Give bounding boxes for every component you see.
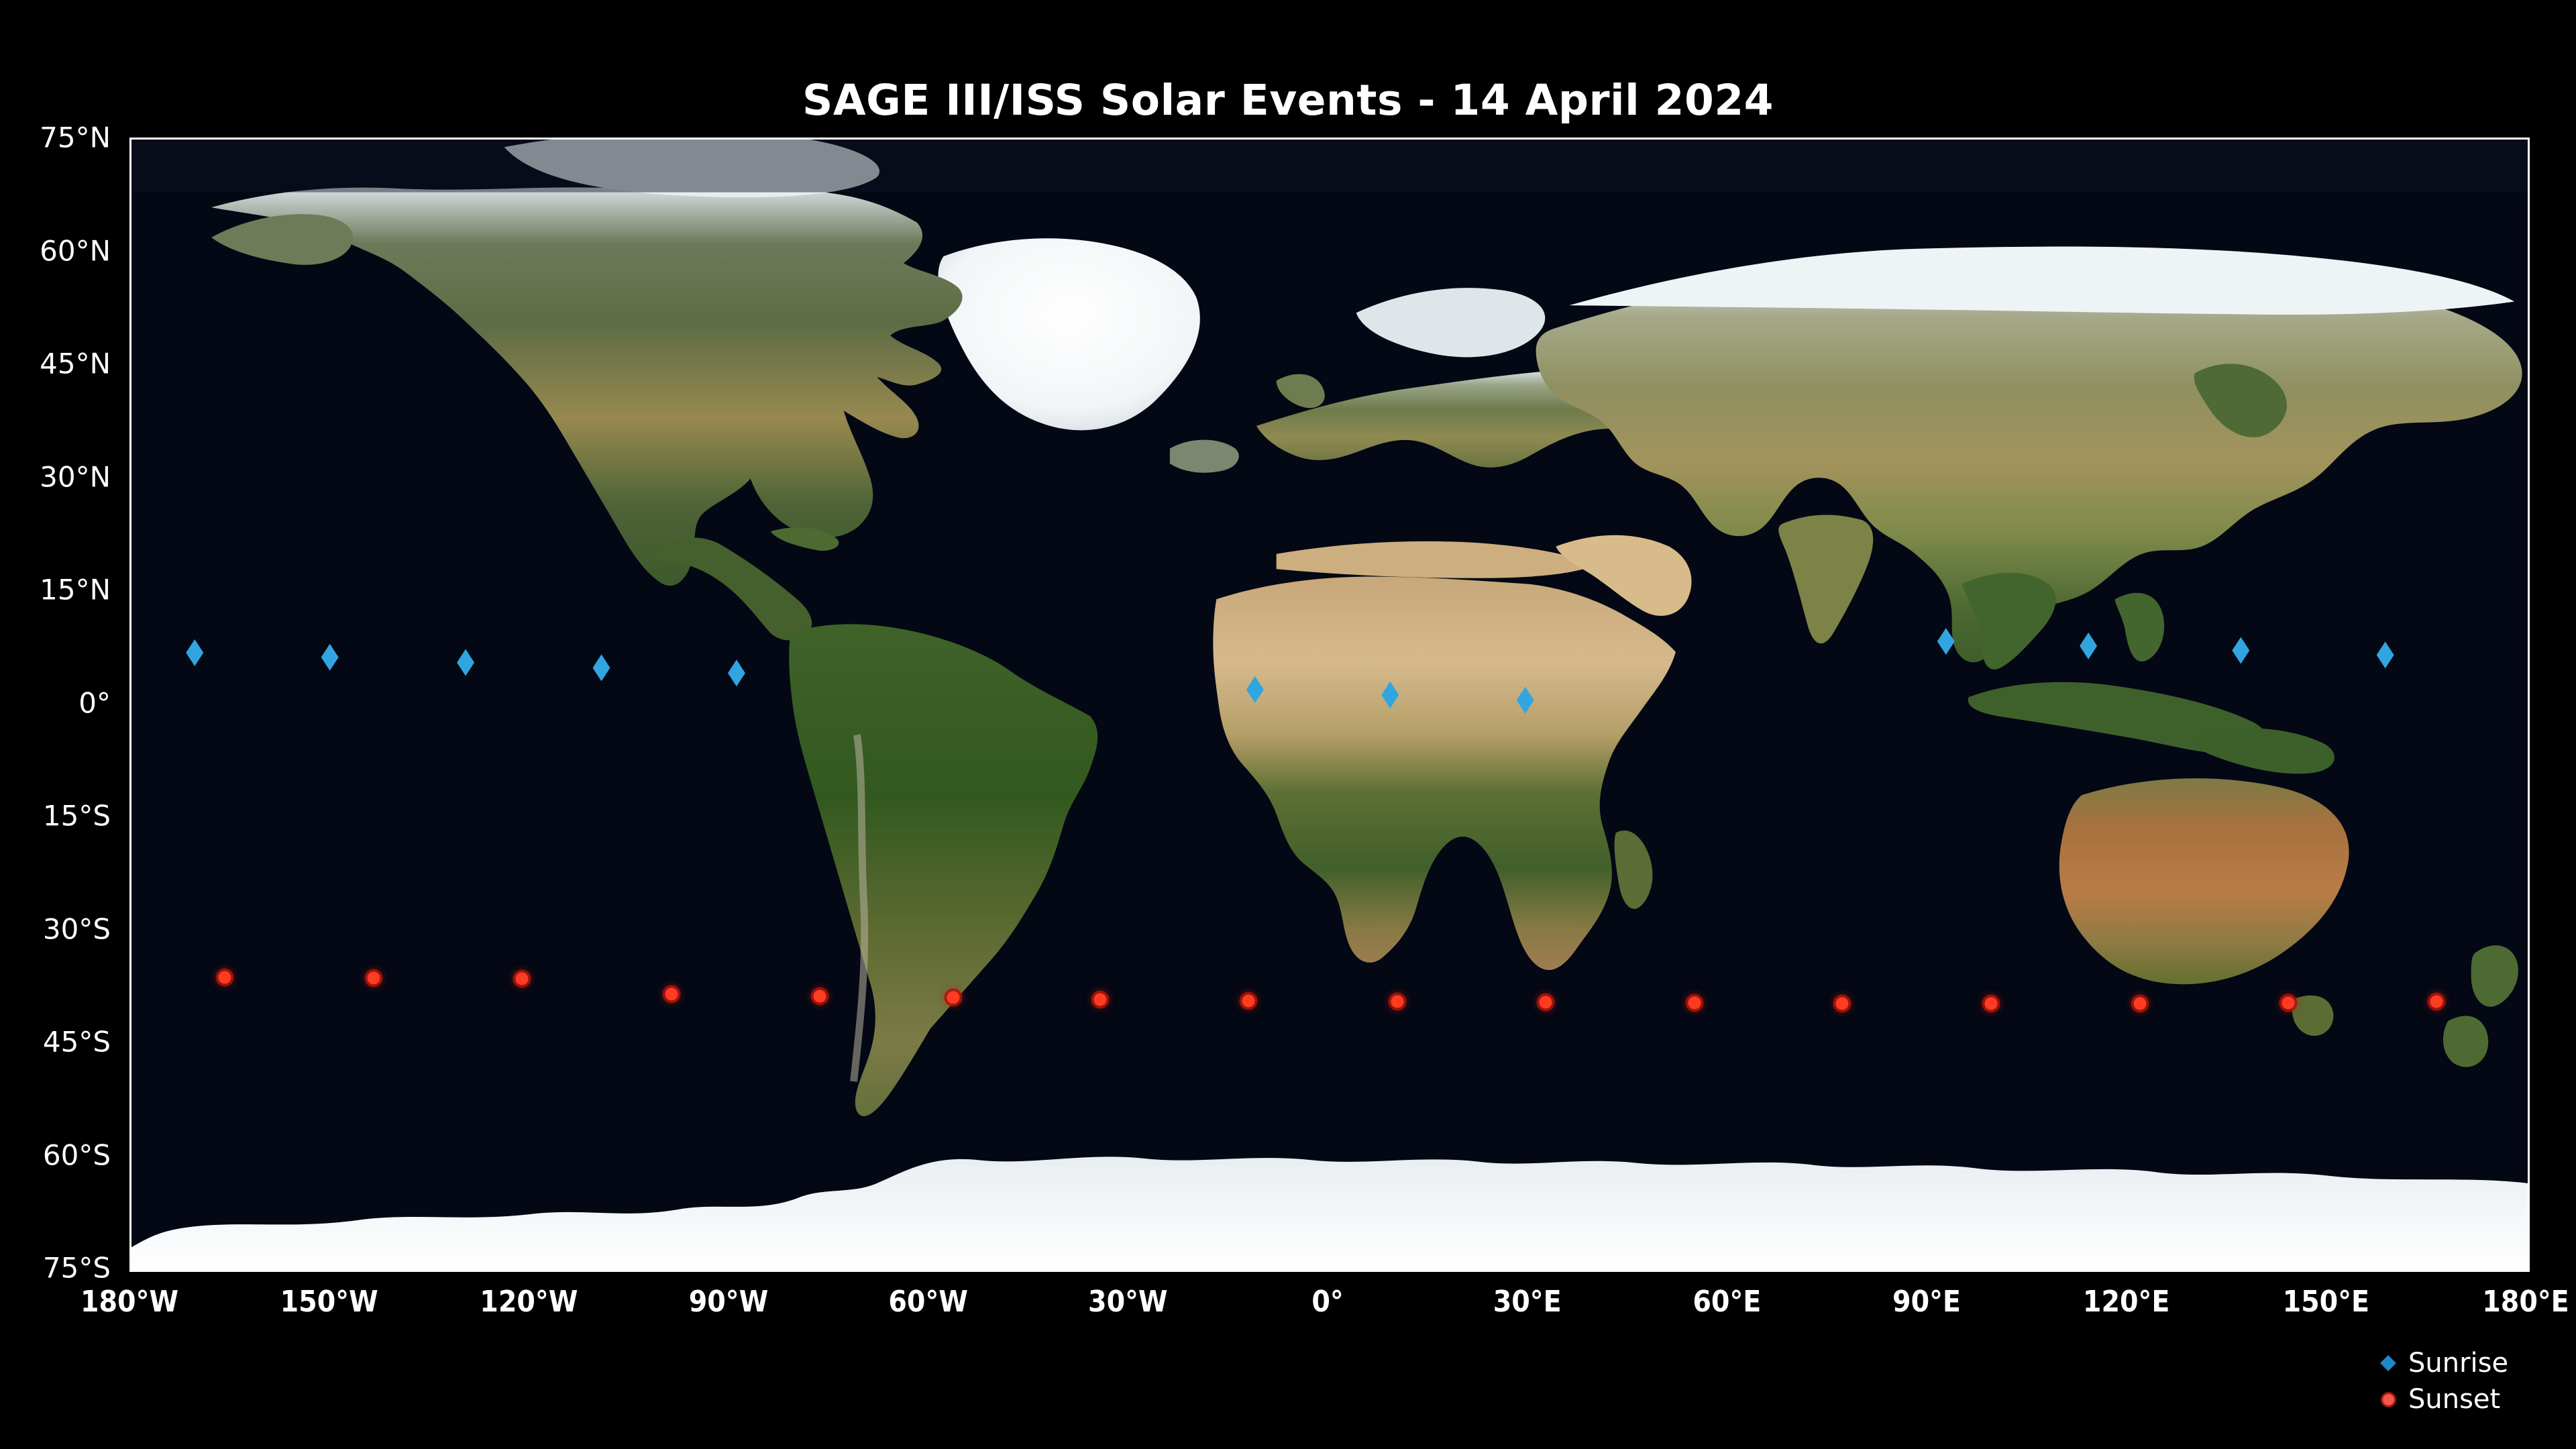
landmass-central-america: [650, 537, 812, 641]
x-axis-tick: [1329, 1270, 1331, 1272]
y-axis-tick: [129, 704, 130, 706]
x-axis-tick-label: 180°E: [2482, 1285, 2569, 1319]
x-axis-tick: [930, 1270, 932, 1272]
y-axis-tick-label: 75°N: [40, 121, 111, 154]
x-axis-tick-label: 90°E: [1892, 1285, 1961, 1319]
y-axis-tick: [129, 478, 130, 480]
landmass-southeast-asia: [1962, 572, 2056, 669]
x-axis-tick-label: 150°W: [280, 1285, 378, 1319]
landmass-alaska: [211, 214, 353, 265]
x-axis-tick: [530, 1270, 532, 1272]
x-axis-tick: [2527, 1270, 2529, 1272]
y-axis-tick: [129, 365, 130, 367]
landmass-new-zealand: [2443, 945, 2518, 1067]
x-axis-tick: [1728, 1270, 1730, 1272]
legend-label-sunrise: Sunrise: [2408, 1348, 2509, 1379]
y-axis-tick: [129, 817, 130, 819]
landmass-siberia-snow: [1569, 246, 2515, 315]
y-axis-tick: [129, 591, 130, 593]
x-axis-tick-label: 60°W: [888, 1285, 968, 1319]
x-axis-tick-label: 180°W: [80, 1285, 179, 1319]
x-axis-tick: [1928, 1270, 1930, 1272]
y-axis-tick-label: 30°S: [42, 912, 111, 945]
landmass-indonesia: [1968, 682, 2269, 755]
legend-label-sunset: Sunset: [2408, 1384, 2501, 1415]
landmass-asia: [1536, 260, 2522, 663]
landmass-canadian-arctic: [504, 140, 880, 198]
landmass-arabia: [1556, 535, 1692, 616]
x-axis-tick: [1129, 1270, 1131, 1272]
y-axis-tick-label: 45°N: [40, 347, 111, 380]
x-axis-tick-label: 60°E: [1693, 1285, 1762, 1319]
y-axis-tick-label: 75°S: [42, 1251, 111, 1285]
x-axis-tick-label: 0°: [1311, 1285, 1344, 1319]
x-axis-tick: [331, 1270, 333, 1272]
y-axis-tick-label: 30°N: [40, 460, 111, 493]
landmass-tasmania: [2292, 995, 2334, 1036]
legend-item-sunrise[interactable]: Sunrise: [2368, 1345, 2569, 1381]
page-title: SAGE III/ISS Solar Events - 14 April 202…: [802, 76, 1774, 125]
landmass-india: [1778, 515, 1874, 644]
landmass-mediterranean-north-africa: [1276, 541, 1596, 578]
landmass-philippines: [2114, 592, 2165, 662]
landmass-south-america: [789, 624, 1098, 1116]
x-axis-tick: [2128, 1270, 2130, 1272]
y-axis-tick-label: 45°S: [42, 1025, 111, 1059]
x-axis-tick-label: 90°W: [688, 1285, 769, 1319]
x-axis-tick-label: 150°E: [2282, 1285, 2370, 1319]
x-axis-tick: [730, 1270, 732, 1272]
landmass-japan: [2194, 364, 2287, 437]
x-axis-tick-label: 30°W: [1088, 1285, 1168, 1319]
landmass-antarctica: [131, 1157, 2528, 1270]
landmass-australia: [2059, 778, 2349, 985]
y-axis-tick-label: 0°: [78, 686, 111, 719]
y-axis-tick: [129, 1269, 130, 1271]
x-axis-tick-label: 120°E: [2082, 1285, 2170, 1319]
y-axis-tick: [129, 1043, 130, 1045]
landmass-africa: [1213, 576, 1676, 970]
landmass-caribbean: [770, 527, 839, 551]
legend: Sunrise Sunset: [2368, 1345, 2569, 1417]
legend-item-sunset[interactable]: Sunset: [2368, 1381, 2569, 1417]
map-plot-area[interactable]: [129, 138, 2530, 1272]
landmass-british-isles: [1276, 374, 1325, 409]
x-axis-tick: [2327, 1270, 2329, 1272]
x-axis-tick: [131, 1270, 133, 1272]
andes-ridge: [850, 734, 869, 1082]
landmass-north-america: [211, 187, 963, 586]
x-axis-tick-label: 120°W: [480, 1285, 578, 1319]
y-axis-tick-label: 15°N: [40, 573, 111, 606]
y-axis-tick: [129, 252, 130, 254]
y-axis-tick: [129, 1157, 130, 1159]
y-axis-tick: [129, 930, 130, 932]
world-basemap: [131, 140, 2528, 1270]
y-axis-tick-label: 60°S: [42, 1138, 111, 1171]
landmass-greenland: [938, 238, 1200, 431]
diamond-marker-icon: [2368, 1355, 2408, 1371]
x-axis-tick: [1529, 1270, 1531, 1272]
landmass-iceland: [1169, 439, 1239, 473]
y-axis-tick-label: 15°S: [42, 799, 111, 833]
y-axis-tick-label: 60°N: [40, 234, 111, 267]
y-axis-tick: [129, 139, 130, 141]
landmass-madagascar: [1614, 830, 1653, 909]
landmass-scandinavia: [1356, 288, 1546, 358]
circle-marker-icon: [2368, 1393, 2408, 1405]
landmass-new-guinea: [2196, 728, 2334, 774]
x-axis-tick-label: 30°E: [1493, 1285, 1562, 1319]
